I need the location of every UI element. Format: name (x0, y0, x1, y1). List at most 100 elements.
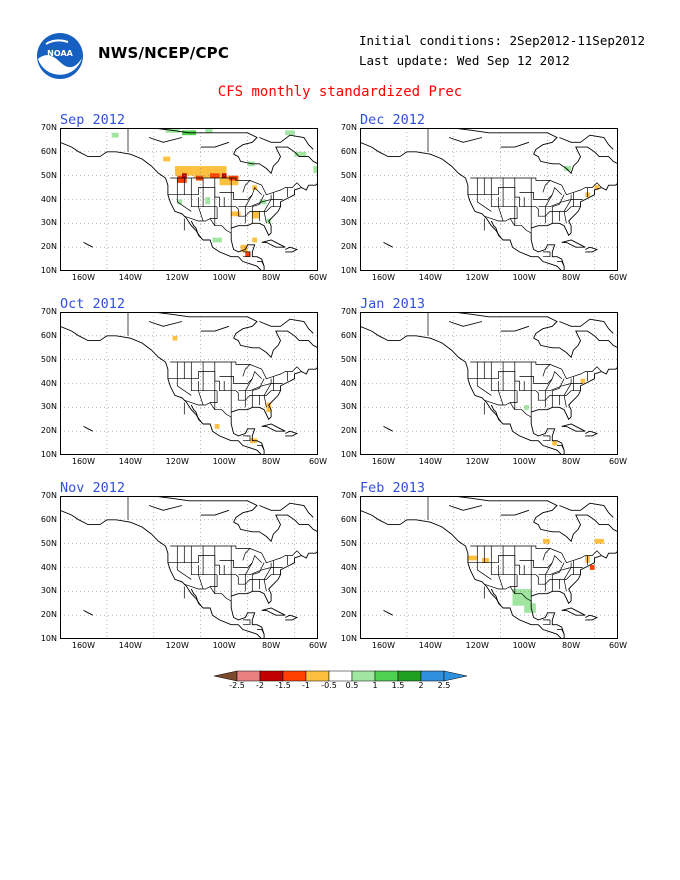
x-tick-label: 120W (465, 457, 489, 466)
colorbar-label: -1.5 (275, 681, 291, 690)
initial-conditions: Initial conditions: 2Sep2012-11Sep2012 (359, 33, 645, 48)
y-tick-label: 10N (40, 634, 57, 643)
y-tick-label: 70N (340, 307, 357, 316)
colorbar-label: 2 (418, 681, 424, 690)
y-tick-label: 60N (40, 146, 57, 156)
x-tick-label: 100W (512, 457, 536, 466)
x-tick-label: 100W (212, 273, 236, 282)
colorbar (213, 670, 468, 682)
map-nov (60, 496, 318, 639)
y-tick-label: 70N (40, 123, 57, 132)
x-tick-label: 140W (118, 457, 142, 466)
anomaly-cell (163, 156, 171, 162)
colorbar-swatch (236, 670, 261, 682)
anomaly-cell (594, 538, 604, 544)
colorbar-label: 1 (372, 681, 378, 690)
x-tick-label: 80W (262, 641, 281, 650)
anomaly-cell (193, 166, 227, 178)
x-tick-label: 120W (165, 457, 189, 466)
anomaly-cell (580, 378, 586, 384)
y-tick-label: 40N (40, 562, 57, 572)
x-tick-label: 80W (562, 641, 581, 650)
y-tick-label: 20N (40, 242, 57, 252)
x-tick-label: 80W (562, 457, 581, 466)
x-tick-label: 140W (418, 641, 442, 650)
y-tick-label: 70N (340, 123, 357, 132)
x-tick-label: 60W (308, 641, 328, 650)
x-tick-label: 100W (512, 273, 536, 282)
colorbar-label: 1.5 (391, 681, 405, 690)
x-tick-label: 160W (71, 457, 96, 466)
panel-title-dec: Dec 2012 (360, 112, 426, 128)
y-tick-label: 50N (40, 354, 57, 364)
org-name: NWS/NCEP/CPC (98, 44, 230, 62)
y-tick-label: 20N (340, 426, 357, 436)
y-tick-label: 10N (340, 450, 357, 459)
anomaly-cell (177, 175, 187, 183)
anomaly-cell (294, 151, 307, 157)
colorbar-label: -2 (256, 681, 264, 690)
y-tick-label: 60N (340, 146, 357, 156)
colorbar-label: -1 (302, 681, 310, 690)
panel-title-oct: Oct 2012 (60, 296, 126, 312)
y-tick-label: 30N (40, 218, 57, 228)
anomaly-cell (252, 211, 260, 219)
anomaly-cell (177, 199, 182, 205)
x-tick-label: 120W (165, 273, 189, 282)
anomaly-cell (252, 237, 257, 243)
colorbar-swatch (328, 670, 353, 682)
y-tick-label: 50N (340, 170, 357, 180)
y-tick-label: 40N (340, 194, 357, 204)
x-tick-label: 60W (608, 273, 628, 282)
noaa-logo-icon: NOAA (37, 33, 83, 79)
y-tick-label: 40N (40, 378, 57, 388)
x-tick-label: 60W (608, 641, 628, 650)
colorbar-swatch (305, 670, 330, 682)
y-tick-label: 20N (340, 242, 357, 252)
y-tick-label: 10N (340, 266, 357, 275)
panel-title-sep: Sep 2012 (60, 112, 126, 128)
anomaly-cell (482, 558, 489, 563)
map-sep (60, 128, 318, 271)
x-tick-label: 100W (512, 641, 536, 650)
y-tick-label: 30N (340, 586, 357, 596)
anomaly-cell (564, 166, 572, 171)
anomaly-cell (205, 128, 213, 133)
anomaly-cell (172, 335, 178, 341)
x-tick-label: 80W (562, 273, 581, 282)
anomaly-cell (467, 555, 478, 561)
anomaly-cell (245, 251, 250, 257)
x-tick-label: 160W (371, 457, 396, 466)
anomaly-cell (552, 440, 557, 446)
y-tick-label: 60N (340, 330, 357, 340)
x-tick-label: 60W (308, 273, 328, 282)
x-tick-label: 160W (371, 273, 396, 282)
anomaly-cell (205, 197, 211, 205)
anomaly-cell (594, 185, 600, 190)
panel-title-nov: Nov 2012 (60, 480, 126, 496)
colorbar-swatch (213, 670, 238, 682)
x-tick-label: 160W (371, 641, 396, 650)
x-tick-label: 140W (418, 457, 442, 466)
map-dec (360, 128, 618, 271)
y-tick-label: 20N (340, 610, 357, 620)
y-tick-label: 10N (340, 634, 357, 643)
anomaly-cell (212, 237, 222, 243)
colorbar-label: 2.5 (437, 681, 451, 690)
anomaly-cell (111, 132, 119, 138)
y-tick-label: 60N (40, 514, 57, 524)
map-feb (360, 496, 618, 639)
svg-text:NOAA: NOAA (47, 49, 73, 58)
x-tick-label: 120W (465, 641, 489, 650)
y-tick-label: 50N (340, 354, 357, 364)
x-tick-label: 80W (262, 457, 281, 466)
y-tick-label: 50N (40, 538, 57, 548)
x-tick-label: 120W (465, 273, 489, 282)
x-tick-label: 140W (118, 273, 142, 282)
last-update: Last update: Wed Sep 12 2012 (359, 53, 570, 68)
x-tick-label: 80W (262, 273, 281, 282)
x-tick-label: 120W (165, 641, 189, 650)
y-tick-label: 70N (340, 491, 357, 500)
y-tick-label: 40N (40, 194, 57, 204)
anomaly-cell (542, 538, 550, 544)
